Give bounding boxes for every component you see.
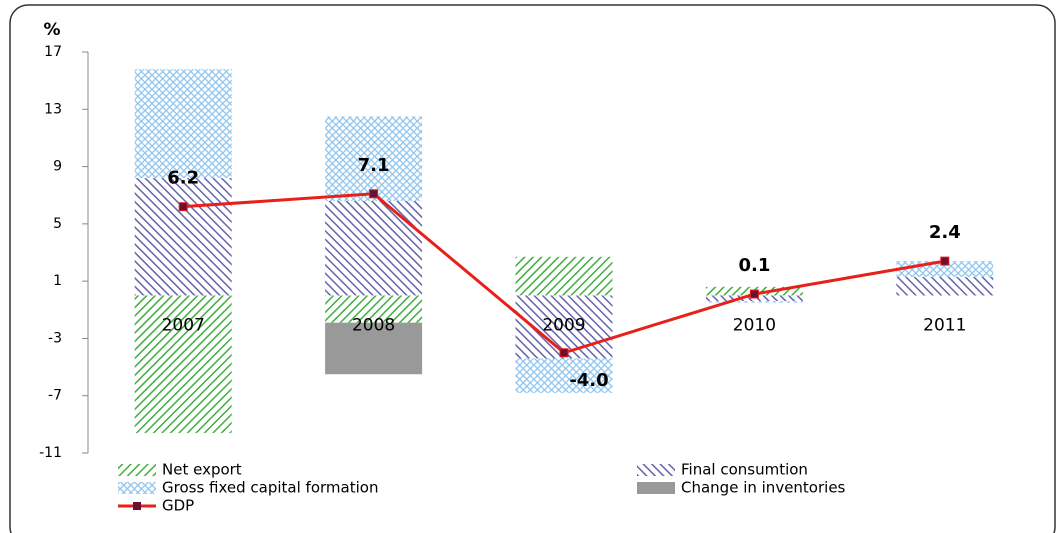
line-marker — [940, 256, 950, 266]
y-tick-label: 13 — [44, 101, 62, 117]
category-label: 2009 — [542, 315, 585, 335]
line-marker — [178, 202, 188, 212]
line-marker — [559, 348, 569, 358]
line-marker — [749, 289, 759, 299]
legend-swatch — [637, 482, 675, 494]
y-tick-label: -7 — [48, 388, 62, 404]
legend-swatch — [118, 464, 156, 476]
legend-swatch — [118, 482, 156, 494]
line-marker — [369, 189, 379, 199]
y-tick-label: 17 — [44, 44, 62, 60]
y-tick-label: -11 — [39, 445, 62, 461]
data-label: 6.2 — [167, 168, 199, 189]
legend-swatch — [133, 502, 141, 510]
category-label: 2007 — [162, 315, 205, 335]
y-tick-label: 5 — [53, 216, 62, 232]
category-label: 2010 — [733, 315, 776, 335]
bar-segment — [515, 358, 613, 393]
category-label: 2008 — [352, 315, 395, 335]
bar-segment — [134, 69, 232, 179]
bar-segment — [896, 276, 994, 296]
bar-segment — [134, 178, 232, 296]
legend-label: Change in inventories — [681, 479, 846, 497]
data-label: 0.1 — [738, 255, 770, 276]
y-tick-label: -3 — [48, 330, 62, 346]
data-label: 7.1 — [358, 155, 390, 176]
bar-segment — [325, 322, 423, 375]
legend-label: Gross fixed capital formation — [162, 479, 378, 497]
frame — [9, 4, 1056, 533]
legend-label: Net export — [162, 461, 242, 479]
bar-segment — [515, 256, 613, 296]
y-axis-label: % — [43, 20, 60, 40]
legend-label: Final consumtion — [681, 461, 808, 479]
bar-segment — [134, 295, 232, 433]
data-label: 2.4 — [929, 222, 961, 243]
legend-swatch — [637, 464, 675, 476]
bar-segment — [705, 301, 803, 303]
y-tick-label: 9 — [53, 159, 62, 175]
legend-label: GDP — [162, 497, 194, 515]
bar-segment — [325, 200, 423, 296]
data-label: -4.0 — [569, 370, 608, 391]
bar-segment — [325, 116, 423, 201]
category-label: 2011 — [923, 315, 966, 335]
y-tick-label: 1 — [53, 273, 62, 289]
bar-segment — [325, 295, 423, 323]
